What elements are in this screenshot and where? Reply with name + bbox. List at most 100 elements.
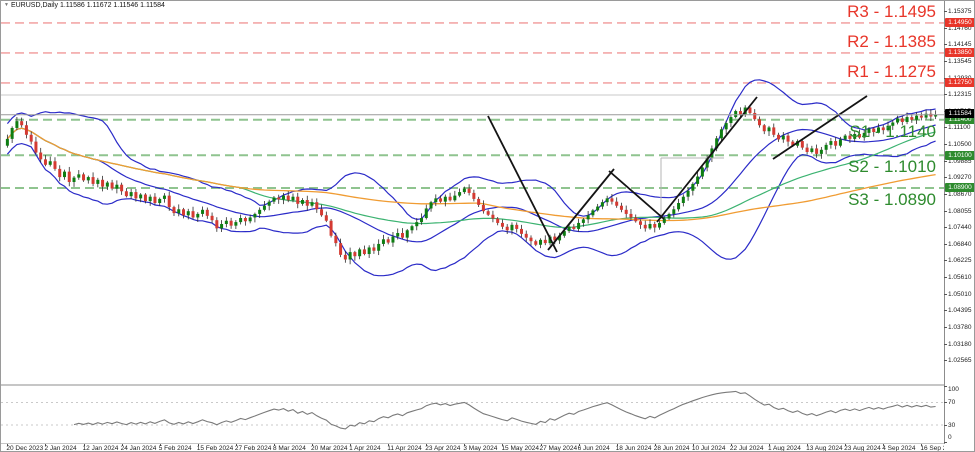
trendline[interactable] <box>487 115 558 253</box>
price-tick-mark <box>944 343 947 345</box>
bearish-candle-body <box>110 182 114 189</box>
resistance-price-badge-r3: 1.14950 <box>945 18 974 28</box>
price-tick-mark <box>944 10 947 12</box>
bearish-candle-body <box>324 215 328 221</box>
bullish-candle-body <box>310 202 314 206</box>
bearish-candle-body <box>643 224 647 229</box>
trendline[interactable] <box>772 95 868 160</box>
bearish-candle-body <box>486 211 490 215</box>
date-tick-mark <box>921 444 923 446</box>
price-tick-label: 1.11100 <box>948 124 971 132</box>
price-axis[interactable]: 1.15375 1.14760 1.14145 1.13545 1.12930 1.123… <box>944 1 974 444</box>
date-tick-mark <box>197 444 199 446</box>
date-tick-mark <box>7 444 9 446</box>
date-label: 10 Jul 2024 <box>691 445 726 452</box>
bullish-candle-body <box>105 182 109 187</box>
bullish-candle-body <box>443 196 447 202</box>
date-tick-mark <box>578 444 580 446</box>
date-label: 23 Apr 2024 <box>425 445 461 452</box>
bullish-candle-body <box>876 127 880 133</box>
bullish-candle-body <box>234 222 238 226</box>
bearish-candle-body <box>777 134 781 140</box>
bearish-candle-body <box>20 121 24 126</box>
bearish-candle-body <box>496 218 500 223</box>
bearish-candle-body <box>320 209 324 216</box>
date-label: 11 Apr 2024 <box>387 445 422 452</box>
price-tick-label: 1.14760 <box>948 24 972 32</box>
date-tick-mark <box>883 444 885 446</box>
price-tick-label: 1.05610 <box>948 274 972 282</box>
bullish-candle-body <box>781 135 785 140</box>
date-tick-mark <box>616 444 618 446</box>
bullish-candle-body <box>905 117 909 122</box>
trendline[interactable] <box>547 168 615 251</box>
rsi-pane[interactable] <box>1 390 944 430</box>
bullish-candle-body <box>458 192 462 196</box>
bullish-candle-body <box>891 122 895 126</box>
bearish-candle-body <box>315 202 319 210</box>
trendline[interactable] <box>608 170 665 220</box>
bullish-candle-body <box>248 217 252 222</box>
price-tick-mark <box>944 277 947 279</box>
bullish-candle-body <box>672 209 676 214</box>
price-chart-plot-area[interactable] <box>1 1 975 444</box>
date-tick-mark <box>540 444 542 446</box>
bearish-candle-body <box>305 200 309 206</box>
bearish-candle-body <box>101 179 105 187</box>
bullish-candle-body <box>667 213 671 219</box>
bearish-candle-body <box>386 239 390 243</box>
bullish-candle-body <box>686 190 690 197</box>
date-tick-mark <box>807 444 809 446</box>
bullish-candle-body <box>281 195 285 200</box>
date-tick-mark <box>273 444 275 446</box>
trendline[interactable] <box>656 96 758 223</box>
bearish-candle-body <box>881 127 885 131</box>
bearish-candle-body <box>143 194 147 202</box>
date-axis[interactable]: 20 Dec 2023 2 Jan 2024 12 Jan 2024 24 Jan 2… <box>1 444 944 452</box>
bearish-candle-body <box>43 159 47 165</box>
date-label: 27 May 2024 <box>539 445 578 452</box>
bullish-candle-body <box>10 127 14 139</box>
price-tick-mark <box>944 94 947 96</box>
bullish-candle-body <box>186 211 190 216</box>
bullish-candle-body <box>581 219 585 223</box>
bearish-candle-body <box>472 192 476 199</box>
price-tick-label: 1.06840 <box>948 240 972 248</box>
bullish-candle-body <box>734 111 738 118</box>
price-tick-mark <box>944 27 947 29</box>
bearish-candle-body <box>353 252 357 257</box>
bearish-candle-body <box>772 127 776 135</box>
bullish-candle-body <box>391 236 395 243</box>
bullish-candle-body <box>600 202 604 207</box>
bullish-candle-body <box>148 196 152 202</box>
bearish-candle-body <box>805 147 809 152</box>
bullish-candle-body <box>177 209 181 214</box>
bearish-candle-body <box>834 141 838 146</box>
current-price-badge: 1.11584 <box>945 109 974 119</box>
bearish-candle-body <box>738 111 742 115</box>
bullish-candle-body <box>658 222 662 228</box>
date-tick-mark <box>654 444 656 446</box>
bearish-candle-body <box>182 209 186 216</box>
candles-layer <box>5 105 938 265</box>
price-tick-mark <box>944 127 947 129</box>
bearish-candle-body <box>124 191 128 197</box>
bearish-candle-body <box>634 217 638 222</box>
bullish-candle-body <box>934 114 938 117</box>
bearish-candle-body <box>229 220 233 226</box>
bullish-candle-body <box>196 213 200 218</box>
bearish-candle-body <box>91 177 95 184</box>
date-label: 23 Aug 2024 <box>844 445 881 452</box>
bullish-candle-body <box>691 183 695 191</box>
bearish-candle-body <box>329 220 333 236</box>
price-tick-label: 1.04395 <box>948 307 972 315</box>
price-tick-mark <box>944 260 947 262</box>
bearish-candle-body <box>481 204 485 212</box>
bullish-candle-body <box>586 215 590 220</box>
chart-collapse-icon[interactable]: ▼ <box>4 2 9 8</box>
date-label: 24 Jan 2024 <box>120 445 157 452</box>
bullish-candle-body <box>700 167 704 177</box>
bearish-candle-body <box>210 215 214 221</box>
date-label: 15 May 2024 <box>501 445 540 452</box>
bullish-candle-body <box>158 198 162 204</box>
